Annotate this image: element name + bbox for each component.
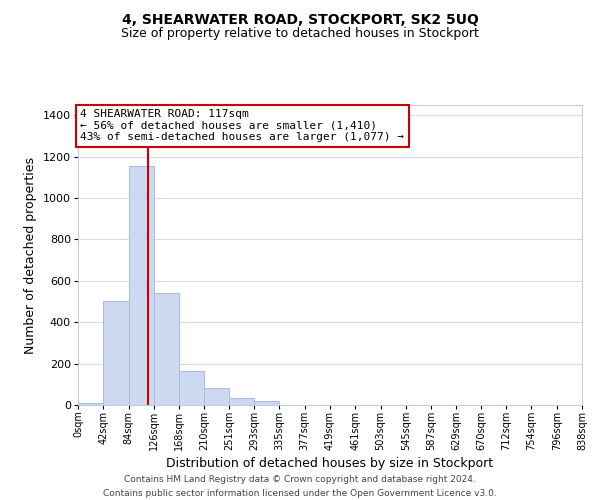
- X-axis label: Distribution of detached houses by size in Stockport: Distribution of detached houses by size …: [166, 457, 494, 470]
- Bar: [103, 300, 128, 405]
- Bar: [254, 401, 280, 405]
- Text: Contains HM Land Registry data © Crown copyright and database right 2024.
Contai: Contains HM Land Registry data © Crown c…: [103, 476, 497, 498]
- Text: Size of property relative to detached houses in Stockport: Size of property relative to detached ho…: [121, 28, 479, 40]
- Bar: [128, 166, 154, 405]
- Bar: [229, 398, 254, 405]
- Y-axis label: Number of detached properties: Number of detached properties: [25, 156, 37, 354]
- Text: 4, SHEARWATER ROAD, STOCKPORT, SK2 5UQ: 4, SHEARWATER ROAD, STOCKPORT, SK2 5UQ: [122, 12, 478, 26]
- Bar: [78, 403, 103, 405]
- Bar: [179, 372, 205, 405]
- Text: 4 SHEARWATER ROAD: 117sqm
← 56% of detached houses are smaller (1,410)
43% of se: 4 SHEARWATER ROAD: 117sqm ← 56% of detac…: [80, 109, 404, 142]
- Bar: [205, 388, 229, 405]
- Bar: [154, 294, 179, 405]
